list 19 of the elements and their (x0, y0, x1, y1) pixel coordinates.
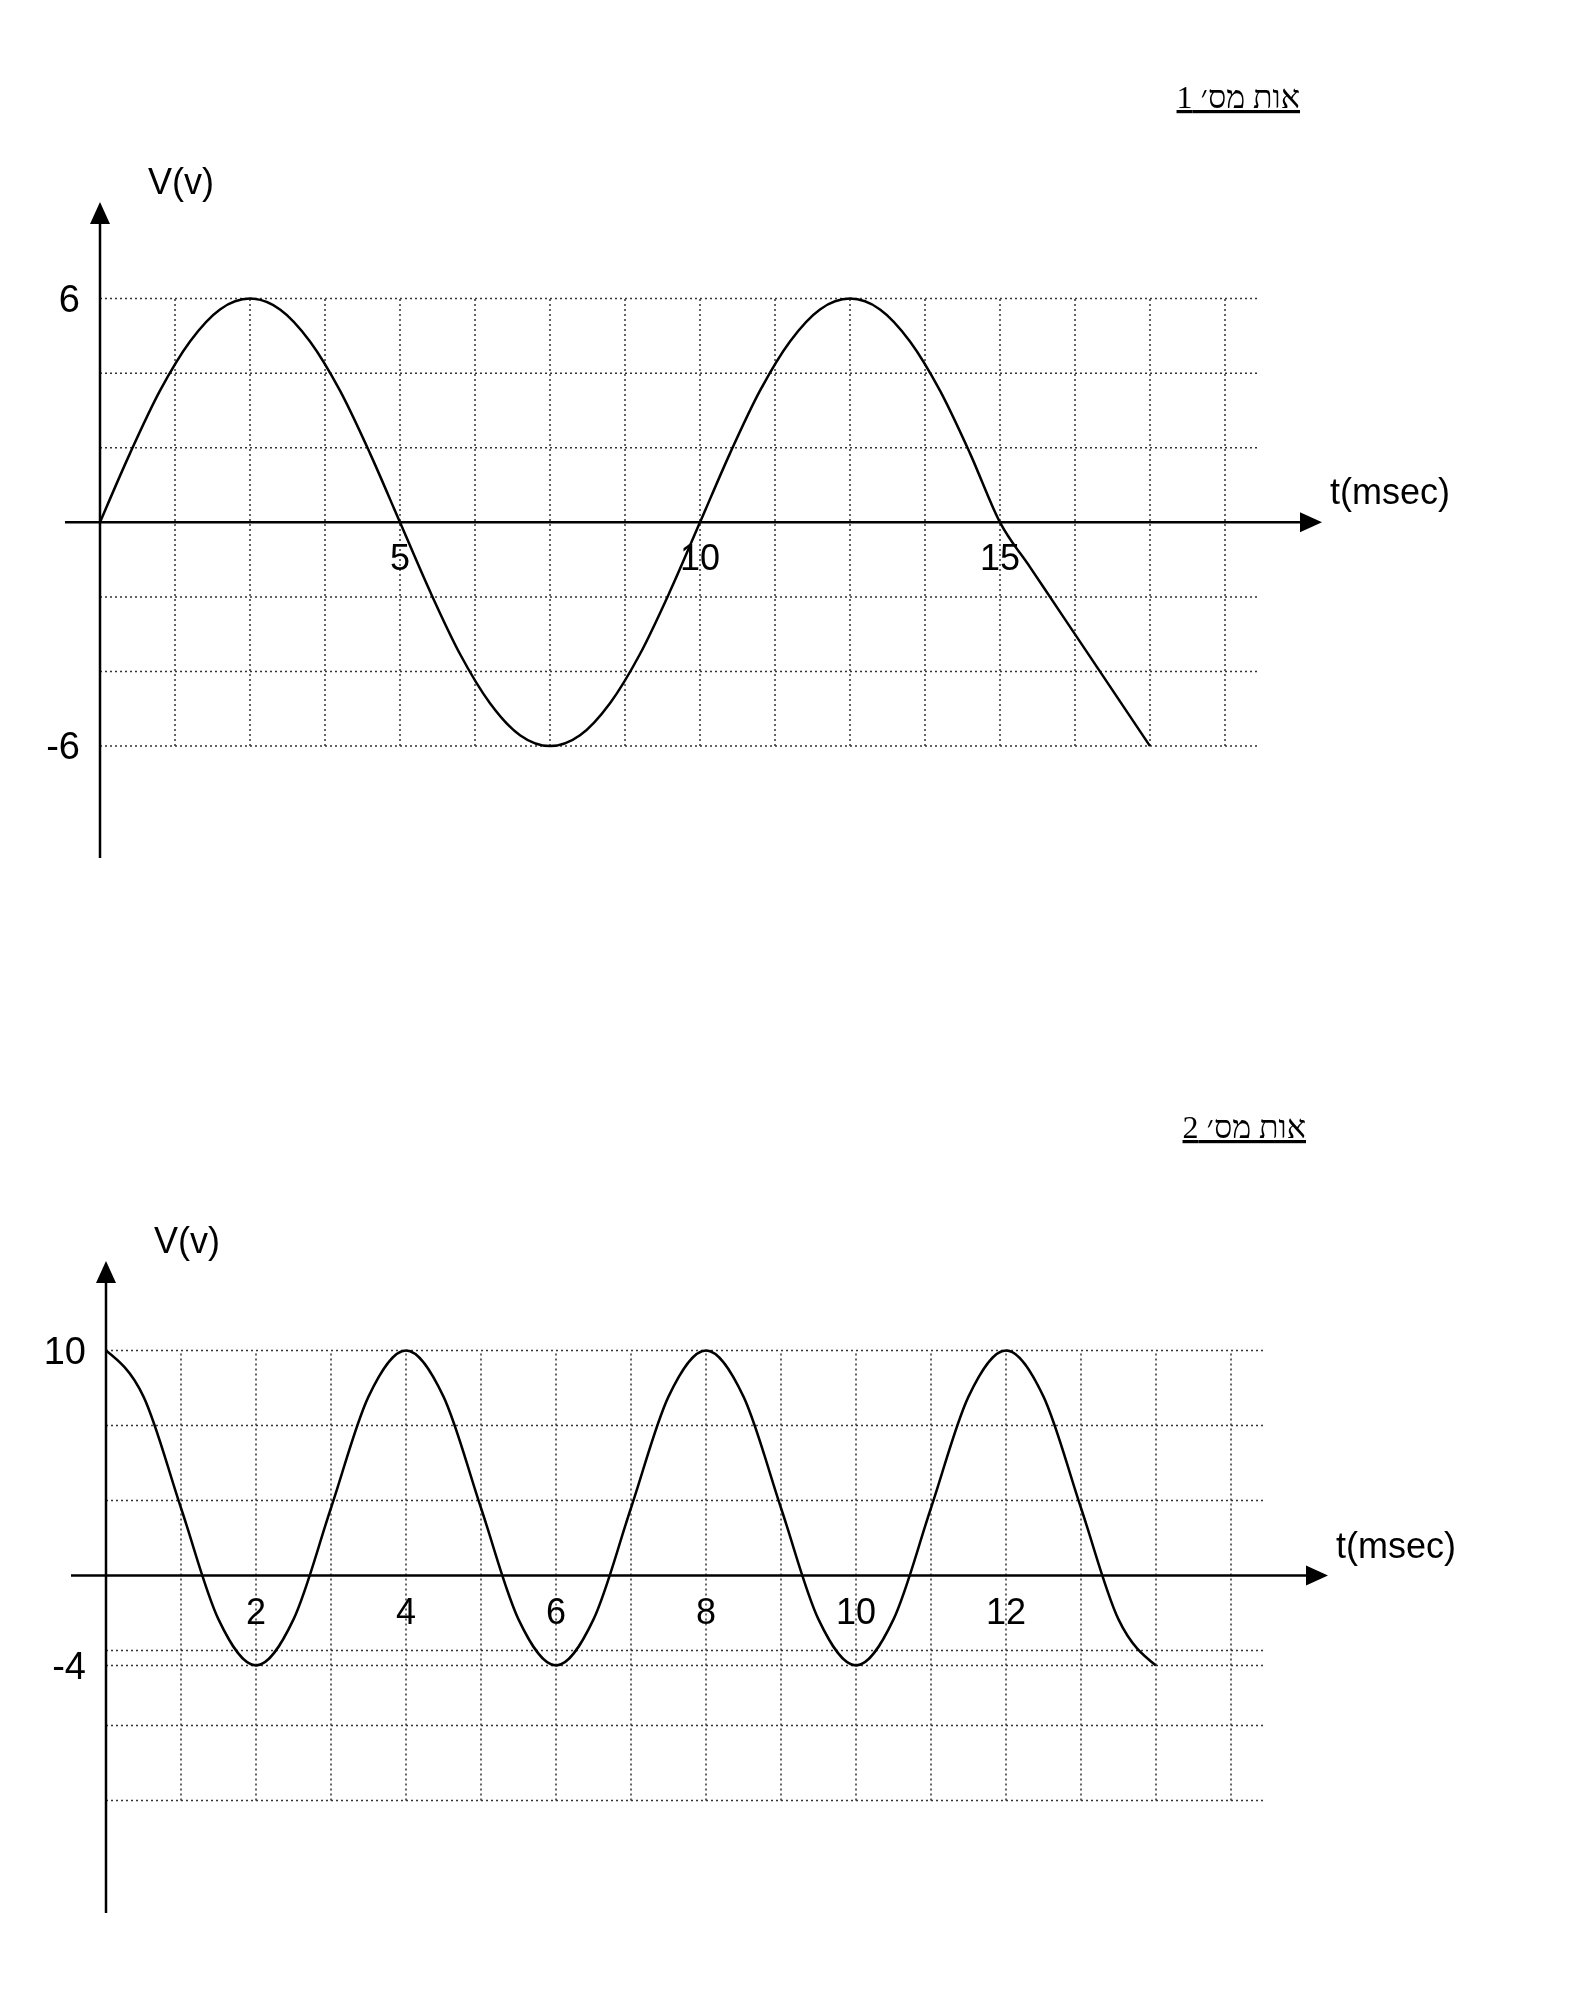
x-axis-title: t(msec) (1330, 471, 1450, 513)
y-tick-label: 10 (43, 1329, 86, 1372)
x-tick-label: 6 (545, 1590, 567, 1632)
x-tick-label: 5 (389, 537, 411, 579)
y-axis-title: V(v) (148, 161, 214, 202)
x-tick-label: 8 (695, 1590, 717, 1632)
y-axis-title: V(v) (154, 1220, 220, 1261)
x-tick-label: 10 (835, 1590, 877, 1632)
y-tick-label: -4 (52, 1644, 86, 1687)
y-tick-label: 6 (58, 277, 80, 320)
x-axis-title: t(msec) (1336, 1524, 1456, 1566)
x-tick-label: 12 (985, 1590, 1027, 1632)
x-tick-label: 15 (979, 537, 1021, 579)
x-tick-label: 10 (679, 537, 721, 579)
x-tick-label: 4 (395, 1590, 417, 1632)
chart-title: אות מס׳ 2 (1182, 1109, 1306, 1145)
y-tick-label: -6 (46, 725, 80, 768)
chart-title: אות מס׳ 1 (1176, 79, 1300, 115)
x-tick-label: 2 (245, 1590, 267, 1632)
